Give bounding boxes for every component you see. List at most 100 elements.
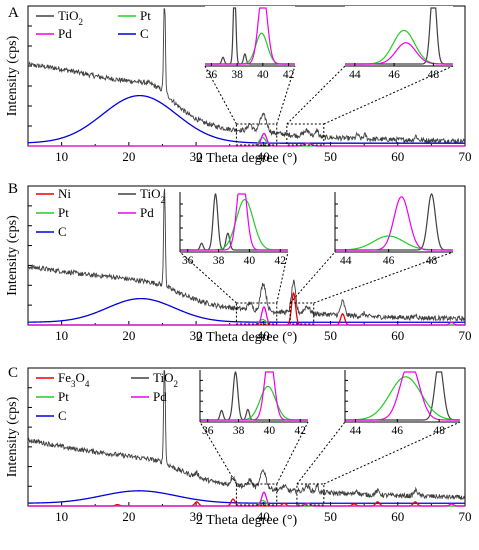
zoom-connector: [323, 421, 461, 485]
inset-x-tick-label: 38: [231, 69, 243, 81]
legend-label: Pd: [140, 205, 154, 220]
zoom-connector: [286, 65, 346, 125]
legend-label: Fe3O4: [58, 370, 90, 389]
x-tick-label: 60: [391, 509, 404, 524]
x-tick-label: 40: [257, 509, 270, 524]
inset-x-tick-label: 38: [233, 425, 245, 437]
y-axis-title: Intensity (cps): [5, 35, 20, 116]
x-tick-label: 60: [391, 149, 404, 164]
x-tick-label: 40: [257, 149, 270, 164]
panel-c: 10 20 30 40 50 60 70 2 Theta degree (°) Intensit…: [5, 365, 472, 528]
series-line-tio2-total-: [27, 370, 466, 501]
inset-background: [180, 192, 288, 252]
legend-label: TiO2: [140, 186, 165, 205]
zoom-connector: [313, 251, 454, 304]
inset-plot: 36 38 40 42: [199, 370, 308, 437]
x-tick-label: 20: [122, 509, 135, 524]
panel-b: 10 20 30 40 50 60 70 2 Theta degree (°) Intensit…: [5, 181, 472, 345]
zoom-connector: [276, 251, 289, 304]
inset-plot: 44 46 48: [344, 370, 460, 437]
zoom-connector: [289, 251, 336, 304]
series-line-tio2-total-: [27, 188, 466, 322]
x-tick-label: 50: [324, 509, 337, 524]
inset-x-tick-label: 40: [244, 255, 256, 267]
zoom-connector: [204, 65, 237, 125]
x-tick-label: 50: [324, 328, 337, 343]
inset-x-tick-label: 46: [392, 425, 404, 437]
series-line-tio2-total-: [27, 8, 466, 145]
legend-label: C: [58, 224, 67, 239]
x-axis-title: 2 Theta degree (°): [196, 513, 298, 528]
series-line-pt: [28, 136, 465, 147]
zoom-box: [286, 123, 325, 146]
x-tick-label: 10: [55, 509, 68, 524]
inset-series-line: [335, 196, 453, 251]
inset-x-tick-label: 42: [295, 425, 307, 437]
panel-letter: B: [8, 181, 18, 197]
inset-x-tick-label: 44: [349, 69, 361, 81]
zoom-box: [289, 302, 315, 325]
x-tick-label: 70: [459, 328, 472, 343]
y-axis-title: Intensity (cps): [5, 215, 20, 296]
series-line-pd: [28, 306, 465, 326]
inset-series-line: [205, 7, 295, 65]
inset-series-line: [180, 193, 288, 251]
x-tick-label: 10: [55, 149, 68, 164]
inset-x-tick-label: 40: [264, 425, 276, 437]
series-line-c: [27, 297, 465, 323]
legend-label: TiO2: [153, 370, 178, 389]
x-tick-label: 50: [324, 149, 337, 164]
legend-label: C: [58, 408, 67, 423]
inset-x-tick-label: 36: [206, 69, 218, 81]
x-axis-title: 2 Theta degree (°): [196, 151, 298, 166]
x-tick-label: 60: [391, 328, 404, 343]
panel-a: 10 20 30 40 50 60 70 2 Theta degree (°) Intensit…: [5, 5, 472, 166]
inset-background: [335, 192, 453, 252]
legend-label: Pt: [140, 8, 151, 23]
x-tick-label: 20: [122, 328, 135, 343]
inset-x-tick-label: 40: [257, 69, 269, 81]
inset-series-line: [345, 371, 460, 421]
inset-x-tick-label: 36: [202, 425, 214, 437]
x-tick-label: 70: [459, 509, 472, 524]
zoom-box: [235, 123, 278, 146]
legend-label: Pd: [153, 389, 167, 404]
x-tick-label: 30: [190, 149, 203, 164]
zoom-connector: [179, 251, 237, 304]
legend-label: Pt: [58, 389, 69, 404]
legend-label: Pt: [58, 205, 69, 220]
x-tick-label: 20: [122, 149, 135, 164]
zoom-box: [296, 483, 325, 506]
series-line-c: [28, 490, 465, 504]
inset-plot: 44 46 48: [345, 6, 453, 81]
panel-letter: C: [8, 365, 18, 381]
inset-plot: 36 38 40 42: [179, 192, 288, 267]
series-line-pd: [28, 491, 465, 507]
legend-label: Pd: [58, 26, 72, 41]
inset-series-line: [200, 371, 308, 421]
inset-x-tick-label: 44: [350, 425, 362, 437]
x-tick-label: 40: [257, 328, 270, 343]
legend-label: Ni: [58, 186, 71, 201]
inset-plot: 44 46 48: [334, 192, 453, 267]
inset-x-tick-label: 38: [213, 255, 225, 267]
x-tick-label: 10: [55, 328, 68, 343]
inset-background: [205, 6, 295, 66]
y-axis-title: Intensity (cps): [5, 396, 20, 477]
legend-label: C: [140, 26, 149, 41]
zoom-box: [235, 302, 278, 325]
zoom-connector: [276, 421, 309, 485]
inset-x-tick-label: 46: [388, 69, 400, 81]
inset-x-tick-label: 42: [283, 69, 295, 81]
zoom-box: [235, 483, 278, 506]
inset-x-tick-label: 48: [426, 255, 438, 267]
inset-x-tick-label: 48: [428, 69, 440, 81]
x-tick-label: 30: [190, 328, 203, 343]
inset-x-tick-label: 48: [433, 425, 445, 437]
inset-series-line: [345, 42, 453, 65]
zoom-connector: [296, 421, 346, 485]
legend-label: TiO2: [58, 8, 83, 27]
series-line-pd: [28, 132, 465, 147]
panel-letter: A: [8, 5, 19, 21]
